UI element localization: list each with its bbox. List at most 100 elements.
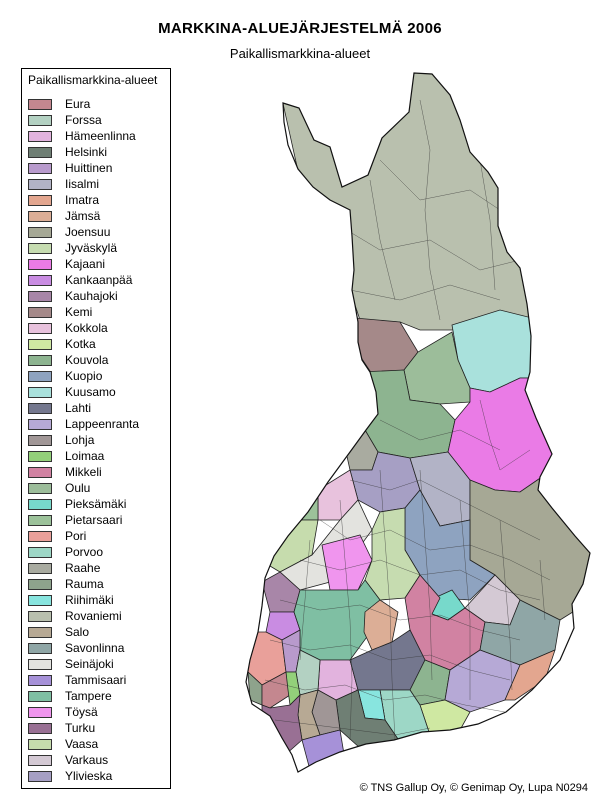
legend-label: Imatra: [65, 193, 100, 207]
legend-swatch: [28, 674, 52, 686]
legend-label: Rovaniemi: [65, 609, 122, 623]
legend-item: Pietarsaari: [28, 512, 139, 528]
legend-item: Jämsä: [28, 208, 139, 224]
legend-swatch: [28, 514, 52, 526]
legend-swatch: [28, 210, 52, 222]
region-pietarsaari: [289, 489, 319, 521]
legend-item: Varkaus: [28, 752, 139, 768]
legend-item: Lahti: [28, 400, 139, 416]
legend-item: Seinäjoki: [28, 656, 139, 672]
legend-label: Pori: [65, 529, 87, 543]
legend-item: Pori: [28, 528, 139, 544]
legend-swatch: [28, 658, 52, 670]
legend-swatch: [28, 562, 52, 574]
legend-swatch: [28, 546, 52, 558]
legend-label: Turku: [65, 721, 96, 735]
legend-label: Lohja: [65, 433, 95, 447]
legend-swatch: [28, 258, 52, 270]
legend-item: Rauma: [28, 576, 139, 592]
legend-item: Kankaanpää: [28, 272, 139, 288]
legend-item: Tammisaari: [28, 672, 139, 688]
legend-swatch: [28, 306, 52, 318]
legend-item: Savonlinna: [28, 640, 139, 656]
legend-swatch: [28, 706, 52, 718]
legend-swatch: [28, 418, 52, 430]
legend-item: Vaasa: [28, 736, 139, 752]
legend-label: Kemi: [65, 305, 93, 319]
legend-swatch: [28, 146, 52, 158]
legend-label: Pietarsaari: [65, 513, 123, 527]
copyright-text: © TNS Gallup Oy, © Genimap Oy, Lupa N029…: [359, 782, 588, 794]
legend-label: Ylivieska: [65, 769, 113, 783]
legend-item: Ylivieska: [28, 768, 139, 784]
legend-label: Kajaani: [65, 257, 106, 271]
legend-swatch: [28, 434, 52, 446]
legend-label: Kokkola: [65, 321, 108, 335]
legend-label: Oulu: [65, 481, 91, 495]
legend-item: Kouvola: [28, 352, 139, 368]
legend-label: Jyväskylä: [65, 241, 118, 255]
legend-item: Mikkeli: [28, 464, 139, 480]
legend-label: Jämsä: [65, 209, 101, 223]
legend-item: Lohja: [28, 432, 139, 448]
legend-swatch: [28, 130, 52, 142]
legend-item: Helsinki: [28, 144, 139, 160]
legend-label: Pieksämäki: [65, 497, 127, 511]
legend-swatch: [28, 642, 52, 654]
legend-swatch: [28, 578, 52, 590]
legend-item: Loimaa: [28, 448, 139, 464]
legend-label: Iisalmi: [65, 177, 100, 191]
legend-swatch: [28, 498, 52, 510]
legend-label: Kotka: [65, 337, 96, 351]
legend-label: Helsinki: [65, 145, 108, 159]
legend-label: Kankaanpää: [65, 273, 133, 287]
legend-label: Kuusamo: [65, 385, 116, 399]
legend-item: Oulu: [28, 480, 139, 496]
region-toysa: [321, 534, 373, 591]
legend-swatch: [28, 466, 52, 478]
legend-label: Joensuu: [65, 225, 111, 239]
legend-item: Pieksämäki: [28, 496, 139, 512]
legend-swatch: [28, 610, 52, 622]
legend-swatch: [28, 402, 52, 414]
map-subtitle: Paikallismarkkina-alueet: [229, 46, 371, 61]
legend-swatch: [28, 354, 52, 366]
legend-item: Salo: [28, 624, 139, 640]
legend-label: Huittinen: [65, 161, 113, 175]
legend-label: Vaasa: [65, 737, 99, 751]
map-title: MARKKINA-ALUEJÄRJESTELMÄ 2006: [158, 20, 442, 37]
legend-swatch: [28, 274, 52, 286]
legend-label: Hämeenlinna: [65, 129, 136, 143]
region-imatra: [504, 649, 556, 701]
legend-label: Savonlinna: [65, 641, 125, 655]
legend-swatch: [28, 530, 52, 542]
legend-item: Kuusamo: [28, 384, 139, 400]
legend-label: Forssa: [65, 113, 102, 127]
legend-swatch: [28, 738, 52, 750]
legend-item: Lappeenranta: [28, 416, 139, 432]
legend-list: Eura Forssa Hämeenlinna Helsinki Huittinen Ii…: [28, 96, 139, 784]
legend-label: Varkaus: [65, 753, 109, 767]
legend-swatch: [28, 626, 52, 638]
legend-label: Kouvola: [65, 353, 109, 367]
legend-label: Porvoo: [65, 545, 104, 559]
legend-item: Riihimäki: [28, 592, 139, 608]
legend-swatch: [28, 114, 52, 126]
legend-item: Eura: [28, 96, 139, 112]
legend-swatch: [28, 370, 52, 382]
legend-label: Lappeenranta: [65, 417, 140, 431]
legend-item: Hämeenlinna: [28, 128, 139, 144]
legend-item: Tampere: [28, 688, 139, 704]
legend-item: Porvoo: [28, 544, 139, 560]
legend-label: Töysä: [65, 705, 98, 719]
legend-swatch: [28, 386, 52, 398]
legend-item: Iisalmi: [28, 176, 139, 192]
legend-swatch: [28, 722, 52, 734]
legend: Paikallismarkkina-alueet Eura Forssa Hämee…: [21, 68, 171, 789]
legend-item: Kajaani: [28, 256, 139, 272]
legend-label: Kauhajoki: [65, 289, 118, 303]
legend-swatch: [28, 194, 52, 206]
legend-label: Raahe: [65, 561, 101, 575]
legend-swatch: [28, 242, 52, 254]
legend-swatch: [28, 162, 52, 174]
